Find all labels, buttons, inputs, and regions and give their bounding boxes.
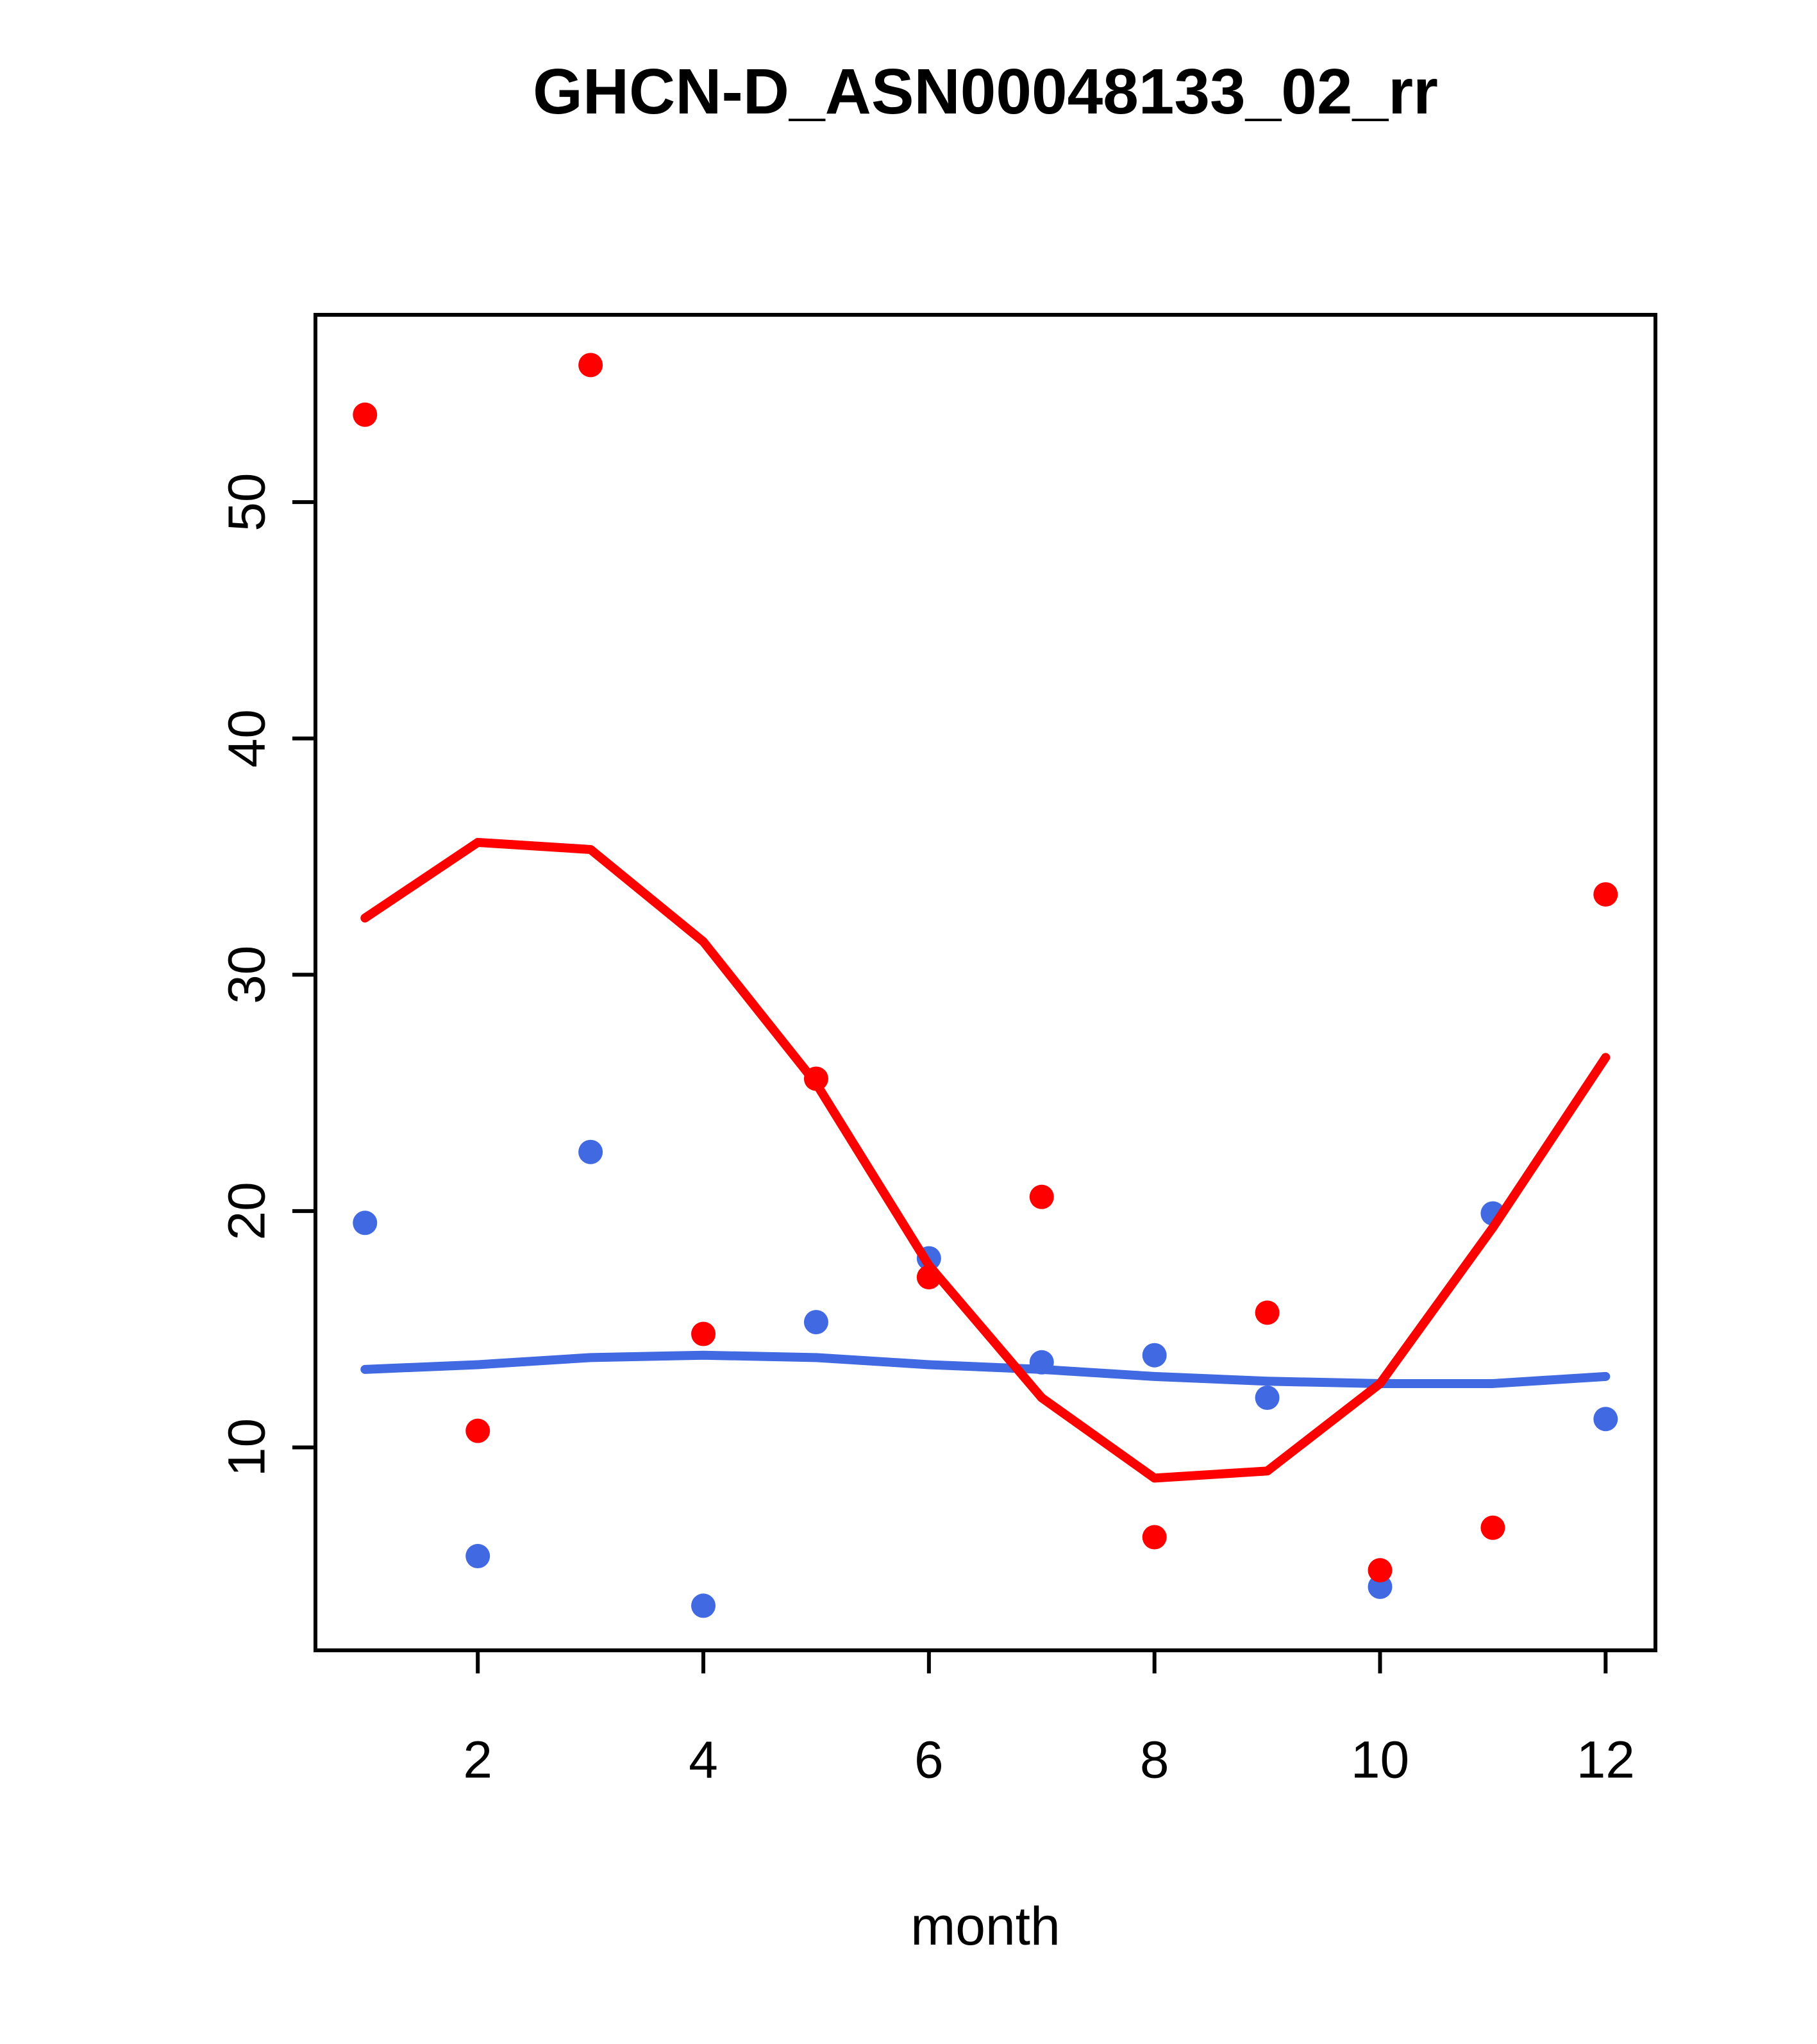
y-axis-tick-label: 30	[218, 946, 276, 1004]
red-smooth-line	[360, 837, 1611, 1483]
x-axis-tick-label: 8	[1140, 1731, 1169, 1789]
y-axis-tick-label: 10	[218, 1418, 276, 1477]
chart-title: GHCN-D_ASN00048133_02_rr	[533, 56, 1438, 128]
y-axis-tick-label: 50	[218, 473, 276, 532]
x-axis-label: month	[910, 1896, 1060, 1956]
red-data-point	[1368, 1558, 1393, 1583]
blue-data-point	[803, 1310, 828, 1335]
x-axis-tick-label: 12	[1577, 1731, 1635, 1789]
blue-data-point	[465, 1544, 490, 1569]
red-data-point	[353, 402, 378, 427]
blue-data-point	[353, 1210, 378, 1236]
red-data-point	[1480, 1515, 1505, 1540]
red-data-point	[1142, 1525, 1167, 1550]
blue-smooth-line	[360, 1350, 1611, 1388]
x-axis-tick-label: 10	[1351, 1731, 1409, 1789]
x-axis-tick-label: 6	[914, 1731, 944, 1789]
x-axis-tick-label: 2	[463, 1731, 492, 1789]
blue-data-point	[691, 1593, 716, 1618]
red-data-point	[1593, 882, 1618, 907]
red-data-point	[1029, 1184, 1054, 1209]
red-data-point	[691, 1321, 716, 1346]
blue-data-point	[1142, 1343, 1167, 1368]
y-axis-tick-label: 20	[218, 1182, 276, 1240]
plot-border-box	[314, 313, 1657, 1652]
red-data-point	[465, 1418, 490, 1443]
blue-data-point	[1593, 1407, 1618, 1432]
x-axis-tick-label: 4	[689, 1731, 718, 1789]
y-axis-tick-label: 40	[218, 709, 276, 767]
red-data-point	[578, 353, 603, 378]
blue-data-point	[1255, 1386, 1280, 1411]
red-data-point	[1255, 1300, 1280, 1325]
blue-data-point	[578, 1139, 603, 1164]
